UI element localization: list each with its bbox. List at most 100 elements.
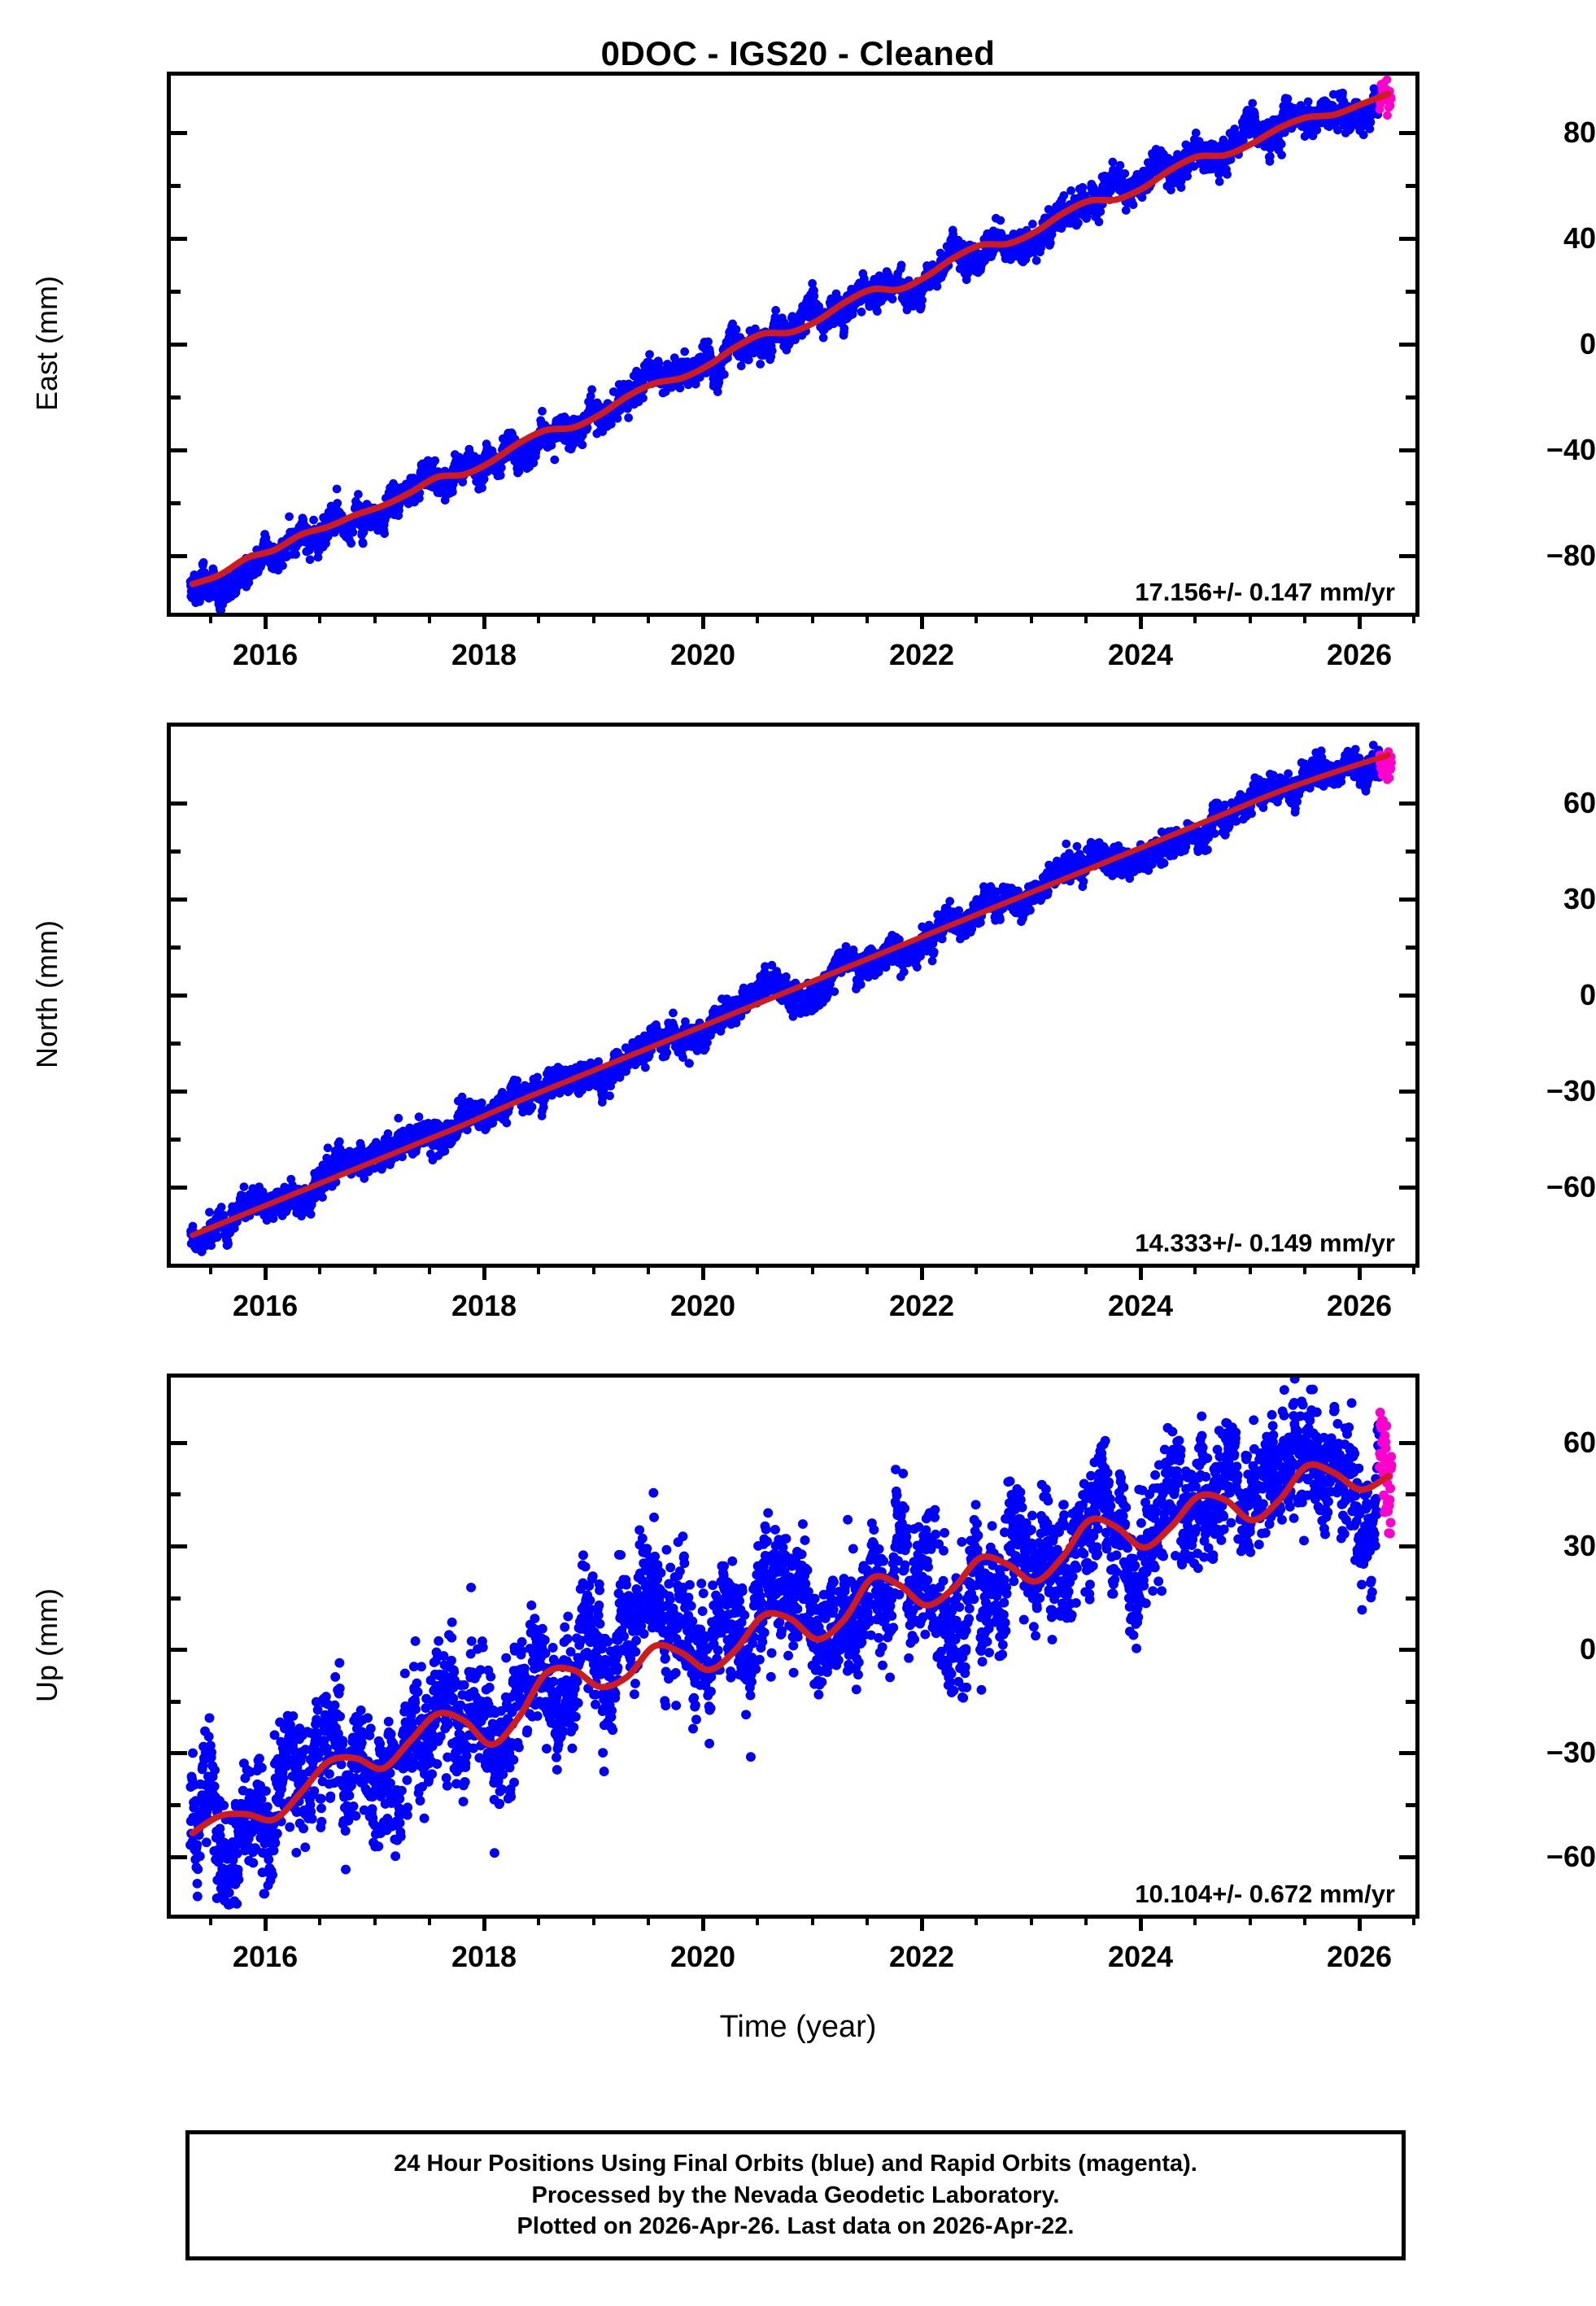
x-minor-tick bbox=[756, 1915, 760, 1925]
x-minor-tick bbox=[865, 1264, 869, 1274]
x-tick-north-5: 2026 bbox=[1326, 1289, 1393, 1322]
y-tick-mark bbox=[171, 1648, 187, 1653]
x-tick-mark bbox=[482, 1264, 487, 1280]
y-tick-mark bbox=[171, 1090, 187, 1094]
footer-line-1: 24 Hour Positions Using Final Orbits (bl… bbox=[394, 2150, 1197, 2177]
x-minor-tick bbox=[1193, 1264, 1197, 1274]
y-minor-tick bbox=[171, 1138, 181, 1142]
footer-line-3: Plotted on 2026-Apr-26. Last data on 202… bbox=[517, 2213, 1075, 2240]
y-tick-mark-right bbox=[1399, 236, 1415, 241]
rapid-orbit-points-up bbox=[1375, 1408, 1397, 1539]
rate-annotation-north: 14.333+/- 0.149 mm/yr bbox=[1135, 1229, 1395, 1257]
x-tick-mark bbox=[920, 1915, 925, 1931]
y-minor-tick bbox=[1406, 1042, 1415, 1046]
x-tick-north-1: 2018 bbox=[451, 1289, 517, 1322]
y-tick-mark bbox=[171, 994, 187, 998]
y-minor-tick bbox=[1406, 183, 1415, 188]
x-tick-north-4: 2024 bbox=[1107, 1289, 1174, 1322]
x-minor-tick bbox=[646, 1264, 650, 1274]
y-tick-mark bbox=[171, 1751, 187, 1756]
x-minor-tick bbox=[1412, 1264, 1416, 1274]
x-tick-mark bbox=[920, 1264, 925, 1280]
x-tick-east-0: 2016 bbox=[233, 638, 299, 671]
y-tick-mark-right bbox=[1399, 1090, 1415, 1094]
x-minor-tick bbox=[1029, 1915, 1033, 1925]
x-tick-up-0: 2016 bbox=[233, 1940, 299, 1973]
x-minor-tick bbox=[756, 1264, 760, 1274]
x-tick-mark bbox=[701, 1915, 706, 1931]
x-minor-tick bbox=[427, 1915, 431, 1925]
data-points-up bbox=[185, 1378, 1397, 1910]
y-tick-up-1: 30 bbox=[1563, 1529, 1596, 1563]
x-tick-up-2: 2020 bbox=[669, 1940, 736, 1973]
model-fit-curve-up bbox=[189, 1461, 1392, 1837]
y-tick-mark bbox=[171, 343, 187, 347]
y-tick-mark bbox=[171, 1440, 187, 1445]
y-tick-mark-right bbox=[1399, 1751, 1415, 1756]
x-tick-east-2: 2020 bbox=[669, 638, 736, 671]
x-minor-tick bbox=[208, 1915, 212, 1925]
y-tick-mark-right bbox=[1399, 554, 1415, 559]
x-minor-tick bbox=[1193, 613, 1197, 623]
model-fit-curve-east bbox=[189, 90, 1392, 587]
y-minor-tick bbox=[171, 183, 181, 188]
y-minor-tick bbox=[171, 1596, 181, 1601]
x-minor-tick bbox=[1084, 1915, 1088, 1925]
y-tick-mark-right bbox=[1399, 1440, 1415, 1445]
x-minor-tick bbox=[1302, 1915, 1306, 1925]
y-tick-mark bbox=[171, 236, 187, 241]
x-minor-tick bbox=[1412, 613, 1416, 623]
x-tick-up-4: 2024 bbox=[1107, 1940, 1174, 1973]
y-tick-east-3: −40 bbox=[1546, 433, 1596, 467]
y-tick-north-0: 60 bbox=[1563, 785, 1596, 819]
x-minor-tick bbox=[373, 1915, 377, 1925]
y-minor-tick bbox=[171, 501, 181, 506]
x-minor-tick bbox=[318, 1264, 322, 1274]
x-minor-tick bbox=[537, 1264, 541, 1274]
y-tick-up-0: 60 bbox=[1563, 1425, 1596, 1459]
y-tick-mark-right bbox=[1399, 801, 1415, 806]
x-minor-tick bbox=[975, 1264, 979, 1274]
x-minor-tick bbox=[1248, 613, 1252, 623]
y-minor-tick bbox=[1406, 1596, 1415, 1601]
model-fit-curve-north bbox=[190, 752, 1392, 1238]
rate-annotation-up: 10.104+/- 0.672 mm/yr bbox=[1135, 1880, 1395, 1908]
x-minor-tick bbox=[646, 1915, 650, 1925]
y-minor-tick bbox=[171, 1042, 181, 1046]
y-minor-tick bbox=[1406, 501, 1415, 506]
x-tick-mark bbox=[264, 1264, 268, 1280]
y-tick-mark-right bbox=[1399, 130, 1415, 135]
plot-area-north bbox=[171, 727, 1415, 1264]
x-minor-tick bbox=[1248, 1915, 1252, 1925]
y-tick-up-3: −30 bbox=[1546, 1736, 1596, 1770]
x-tick-east-3: 2022 bbox=[888, 638, 955, 671]
y-minor-tick bbox=[171, 1803, 181, 1808]
y-tick-north-1: 30 bbox=[1563, 881, 1596, 915]
x-minor-tick bbox=[591, 613, 595, 623]
x-minor-tick bbox=[373, 613, 377, 623]
x-tick-mark bbox=[1358, 613, 1363, 629]
y-tick-up-4: −60 bbox=[1546, 1839, 1596, 1873]
y-tick-mark-right bbox=[1399, 343, 1415, 347]
x-tick-north-3: 2022 bbox=[888, 1289, 955, 1322]
x-tick-up-3: 2022 bbox=[888, 1940, 955, 1973]
y-tick-mark bbox=[171, 897, 187, 902]
x-minor-tick bbox=[537, 1915, 541, 1925]
y-tick-mark-right bbox=[1399, 1186, 1415, 1190]
x-minor-tick bbox=[1302, 1264, 1306, 1274]
x-minor-tick bbox=[427, 1264, 431, 1274]
final-orbit-points-up bbox=[185, 1378, 1385, 1910]
y-minor-tick bbox=[1406, 289, 1415, 294]
x-tick-mark bbox=[920, 613, 925, 629]
x-minor-tick bbox=[756, 613, 760, 623]
y-tick-east-4: −80 bbox=[1546, 539, 1596, 573]
y-minor-tick bbox=[1406, 1492, 1415, 1497]
y-minor-tick bbox=[1406, 849, 1415, 854]
y-tick-east-2: 0 bbox=[1579, 327, 1596, 360]
x-minor-tick bbox=[427, 613, 431, 623]
x-minor-tick bbox=[1248, 1264, 1252, 1274]
y-minor-tick bbox=[1406, 945, 1415, 950]
panel-north: 60 30 0 −30 −60 North (mm) 2016 2018 2020 2022 202… bbox=[0, 723, 1596, 1365]
x-minor-tick bbox=[865, 613, 869, 623]
